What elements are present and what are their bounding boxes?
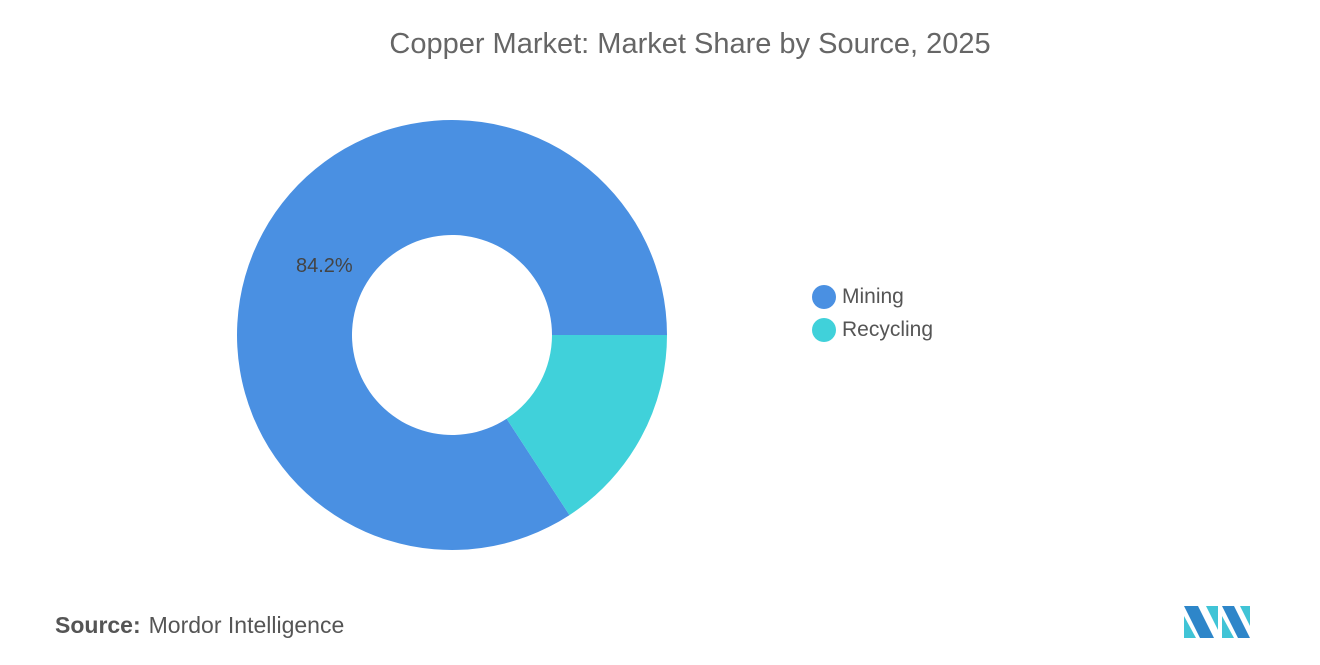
source-value: Mordor Intelligence xyxy=(148,612,345,638)
legend-label-mining: Mining xyxy=(842,285,904,308)
slice-recycling xyxy=(506,335,667,516)
legend-label-recycling: Recycling xyxy=(842,318,934,341)
legend-item-mining[interactable]: Mining xyxy=(812,285,904,309)
source-label: Source: xyxy=(55,612,141,638)
data-label-mining: 84.2% xyxy=(296,255,353,277)
source-note: Source: Mordor Intelligence xyxy=(55,612,344,639)
legend-item-recycling[interactable]: Recycling xyxy=(812,318,933,342)
slice-mining xyxy=(237,119,667,550)
legend-marker-recycling xyxy=(812,318,836,342)
chart-title: Copper Market: Market Share by Source, 2… xyxy=(389,28,991,60)
mordor-intelligence-logo xyxy=(1184,606,1250,638)
legend-marker-mining xyxy=(812,285,836,309)
